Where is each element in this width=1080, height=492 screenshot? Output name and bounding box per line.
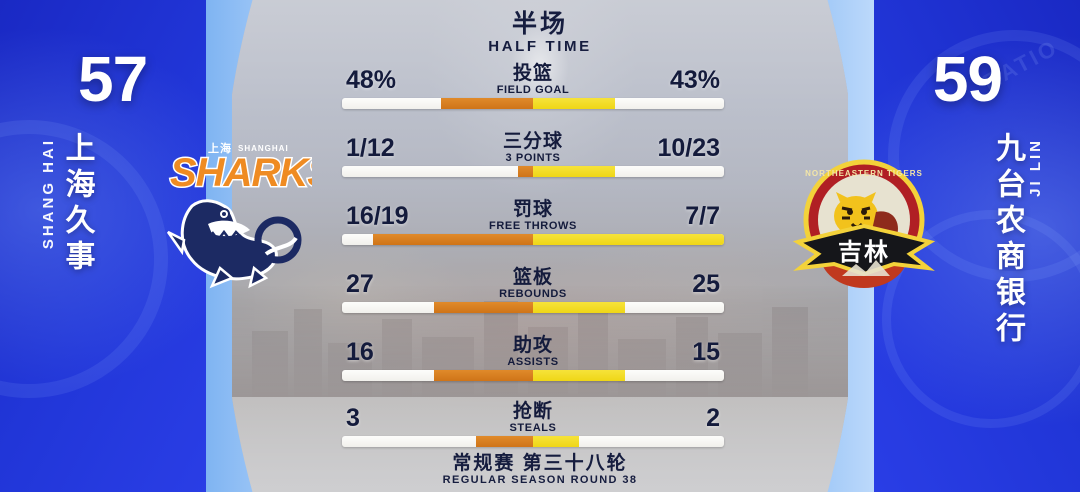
- right-bar-fill: [533, 370, 625, 381]
- svg-text:上海: 上海: [208, 141, 232, 155]
- right-bar-fill: [533, 302, 625, 313]
- stat-label: 三分球 3 POINTS: [342, 132, 724, 164]
- halftime-title-en: HALF TIME: [488, 38, 592, 55]
- stat-label-cn: 投篮: [512, 63, 553, 84]
- stat-label: 罚球 FREE THROWS: [342, 200, 724, 232]
- right-bar-fill: [533, 98, 616, 109]
- left-value: 1/12: [346, 134, 395, 162]
- watermark-ring-right-2: [882, 210, 1080, 428]
- halftime-title-cn: 半场: [511, 10, 568, 38]
- right-value: 10/23: [657, 134, 720, 162]
- stat-label-en: 3 POINTS: [505, 151, 561, 164]
- left-value: 16/19: [346, 202, 409, 230]
- right-value: 43%: [669, 66, 720, 94]
- stat-label-en: REBOUNDS: [499, 287, 567, 300]
- left-value: 27: [346, 270, 374, 298]
- right-team-name-cn: 九台农商银行: [991, 132, 1024, 348]
- stat-label: 抢断 STEALS: [342, 402, 724, 434]
- stat-label-cn: 三分球: [502, 131, 563, 152]
- left-bar-fill: [517, 166, 533, 177]
- stat-label-cn: 抢断: [512, 401, 553, 422]
- left-value: 3: [346, 404, 360, 432]
- comparison-bar: [342, 436, 724, 447]
- halftime-header: 半场 HALF TIME: [0, 4, 1080, 55]
- stat-values: 48% 43% 投篮 FIELD GOAL: [342, 64, 724, 98]
- left-team-name: SHANG HAI 上海久事: [40, 132, 94, 276]
- jilin-tigers-logo: NORTHEASTERN TIGERS 吉林: [790, 150, 938, 298]
- left-value: 48%: [346, 66, 397, 94]
- comparison-bar: [342, 302, 724, 313]
- footer-text-en: REGULAR SEASON ROUND 38: [442, 474, 638, 486]
- svg-text:SHANGHAI: SHANGHAI: [238, 144, 289, 153]
- comparison-bar: [342, 98, 724, 109]
- left-bar-fill: [475, 436, 533, 447]
- left-bar-fill: [372, 234, 533, 245]
- svg-text:NORTHEASTERN TIGERS: NORTHEASTERN TIGERS: [805, 169, 923, 178]
- stat-label: 投篮 FIELD GOAL: [342, 64, 724, 96]
- stat-values: 16 15 助攻 ASSISTS: [342, 336, 724, 370]
- stat-label-cn: 篮板: [512, 267, 553, 288]
- stat-row-free-throws: 16/19 7/7 罚球 FREE THROWS: [342, 200, 724, 245]
- stat-label: 篮板 REBOUNDS: [342, 268, 724, 300]
- shanghai-sharks-logo: 上海 SHANGHAI SHARKS: [162, 128, 337, 298]
- right-bar-fill: [533, 234, 724, 245]
- stat-row-3-points: 1/12 10/23 三分球 3 POINTS: [342, 132, 724, 177]
- stat-row-field-goal: 48% 43% 投篮 FIELD GOAL: [342, 64, 724, 109]
- right-value: 7/7: [685, 202, 720, 230]
- stat-values: 3 2 抢断 STEALS: [342, 402, 724, 436]
- left-bar-fill: [433, 370, 533, 381]
- svg-text:SHARKS: SHARKS: [170, 151, 312, 195]
- right-team-score: 59: [932, 43, 1003, 115]
- right-value: 15: [692, 338, 720, 366]
- right-value: 25: [692, 270, 720, 298]
- comparison-bar: [342, 166, 724, 177]
- left-team-name-cn: 上海久事: [60, 132, 94, 276]
- stat-row-assists: 16 15 助攻 ASSISTS: [342, 336, 724, 381]
- stat-label: 助攻 ASSISTS: [342, 336, 724, 368]
- stat-values: 27 25 篮板 REBOUNDS: [342, 268, 724, 302]
- comparison-bar: [342, 234, 724, 245]
- footer-caption: 常规赛 第三十八轮 REGULAR SEASON ROUND 38: [0, 448, 1080, 486]
- right-bar-fill: [533, 166, 616, 177]
- stat-row-steals: 3 2 抢断 STEALS: [342, 402, 724, 447]
- right-value: 2: [706, 404, 720, 432]
- left-bar-fill: [441, 98, 533, 109]
- right-bar-fill: [533, 436, 579, 447]
- stat-label-en: STEALS: [509, 421, 557, 434]
- stat-label-cn: 助攻: [512, 335, 553, 356]
- svg-text:吉林: 吉林: [838, 239, 890, 266]
- stat-label-en: FIELD GOAL: [496, 83, 570, 96]
- left-value: 16: [346, 338, 374, 366]
- stat-values: 1/12 10/23 三分球 3 POINTS: [342, 132, 724, 166]
- stat-label-cn: 罚球: [512, 199, 553, 220]
- comparison-bar: [342, 370, 724, 381]
- stat-label-en: FREE THROWS: [489, 219, 577, 232]
- footer-text-cn: 常规赛 第三十八轮: [452, 453, 628, 474]
- stat-values: 16/19 7/7 罚球 FREE THROWS: [342, 200, 724, 234]
- left-bar-fill: [433, 302, 533, 313]
- stat-label-en: ASSISTS: [507, 355, 559, 368]
- right-team-name: JI LIN 九台农商银行: [991, 132, 1044, 348]
- left-team-score: 57: [78, 43, 148, 115]
- stat-row-rebounds: 27 25 篮板 REBOUNDS: [342, 268, 724, 313]
